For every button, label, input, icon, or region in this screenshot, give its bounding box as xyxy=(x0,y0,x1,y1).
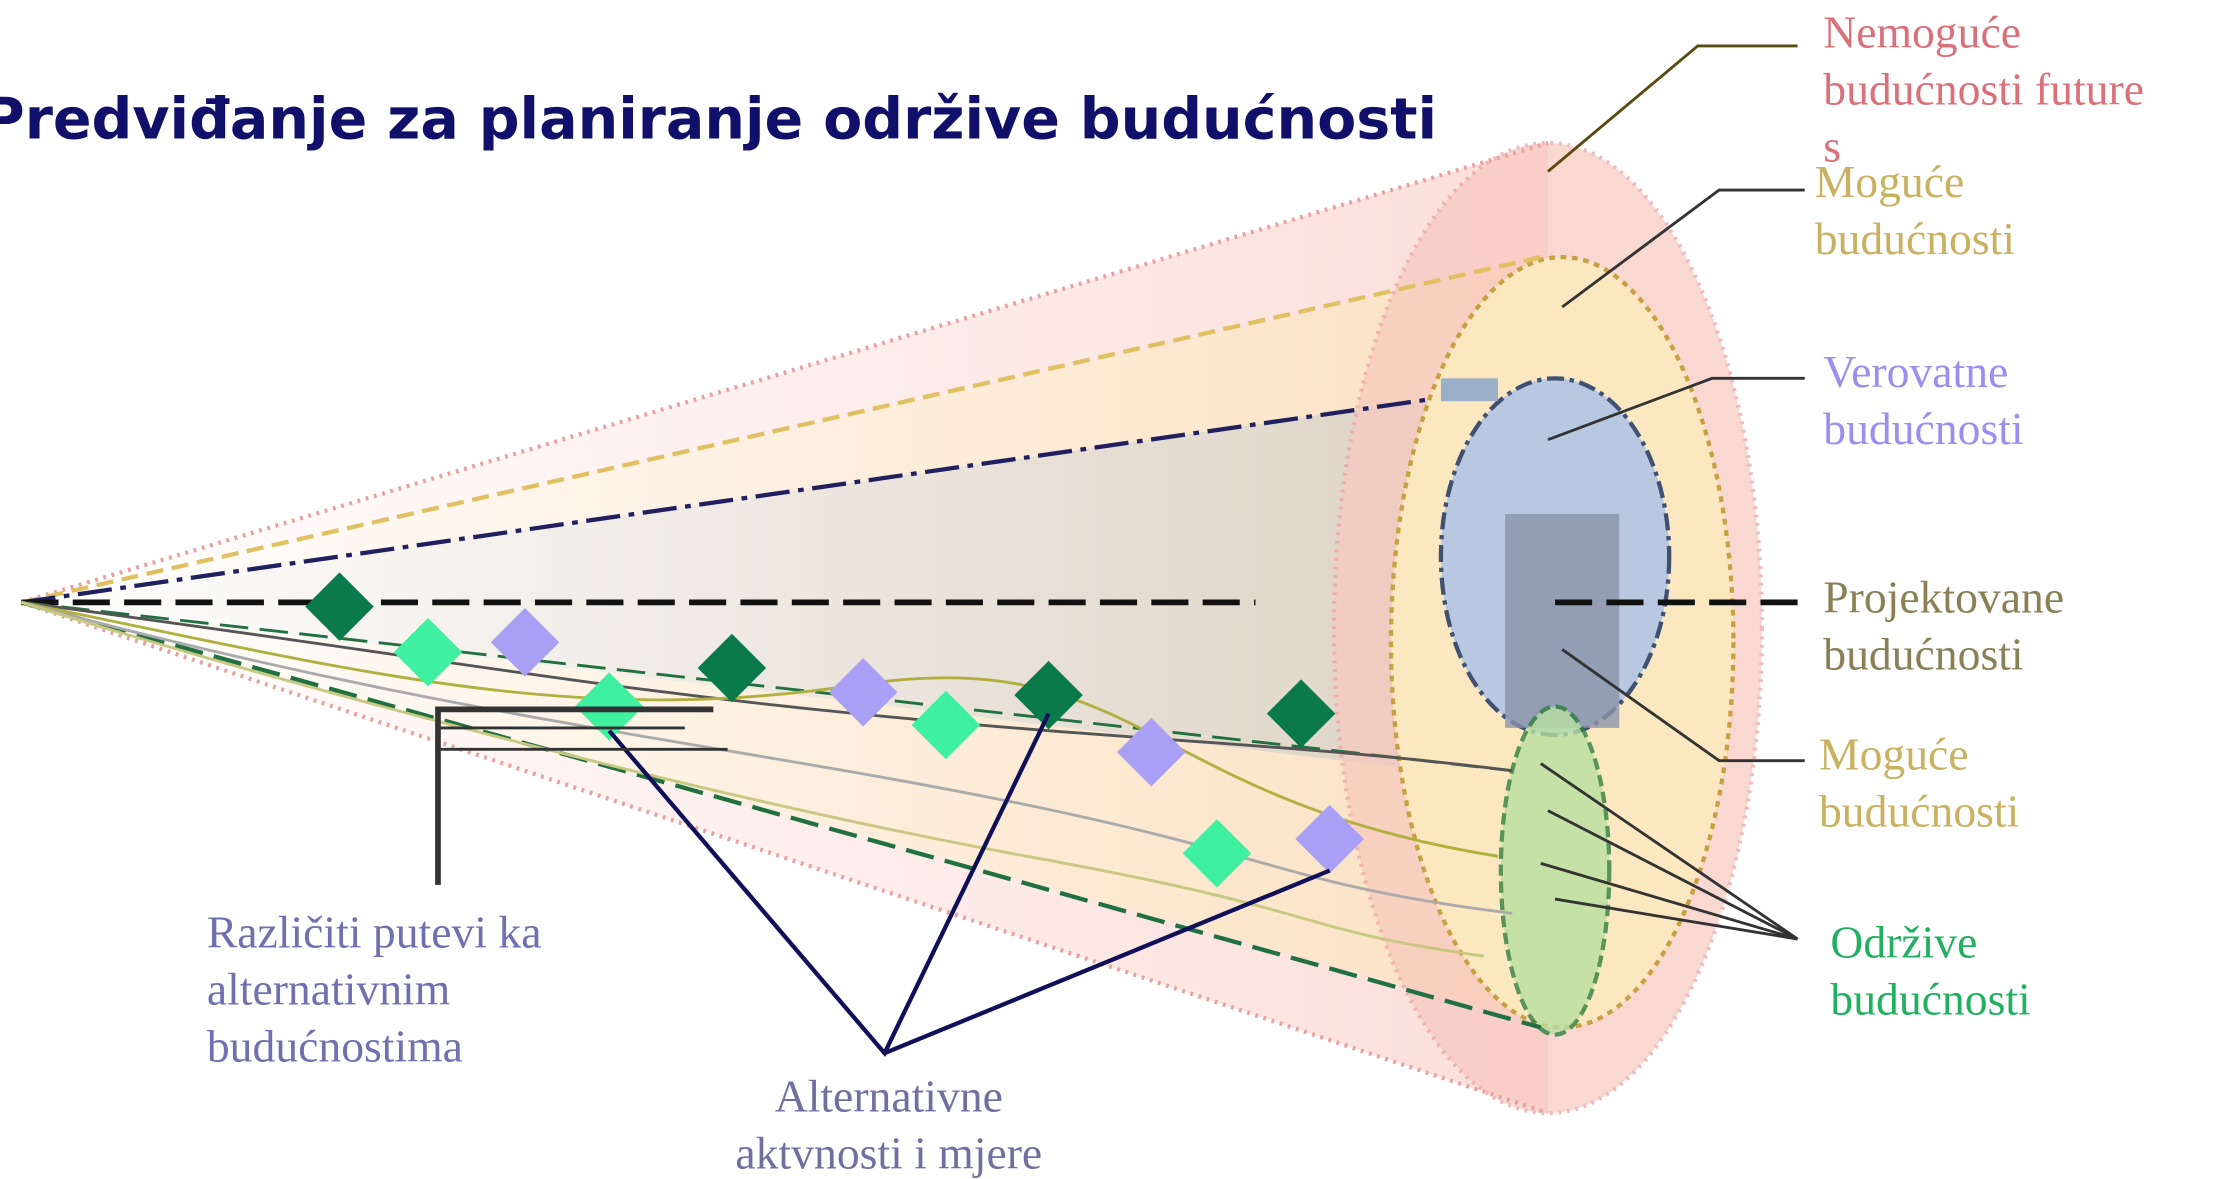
page: Predviđanje za planiranje održive budućn… xyxy=(0,0,2237,1179)
label-line: budućnosti xyxy=(1815,213,2015,264)
label-line: Moguće xyxy=(1819,728,1969,779)
label-line: budućnosti xyxy=(1823,628,2023,679)
label-line: budućnostima xyxy=(207,1021,463,1072)
label-line: Projektovane xyxy=(1823,571,2064,622)
label-line: Moguće xyxy=(1815,156,1965,207)
label-line: Alternativne xyxy=(775,1071,1003,1122)
label-line: Nemoguće xyxy=(1823,6,2021,57)
label-line: aktvnosti i mjere xyxy=(735,1128,1042,1179)
label-line: budućnosti xyxy=(1823,403,2023,454)
diagram: Predviđanje za planiranje održive budućn… xyxy=(0,0,2237,1179)
label-line: Verovatne xyxy=(1823,346,2008,397)
label-line: budućnosti xyxy=(1830,974,2030,1025)
label-line: budućnosti xyxy=(1819,785,2019,836)
label-line: budućnosti future xyxy=(1823,63,2144,114)
label-line: Različiti putevi ka xyxy=(207,907,542,958)
title: Predviđanje za planiranje održive budućn… xyxy=(0,87,1437,153)
label-line: alternativnim xyxy=(207,964,450,1015)
label-line: Održive xyxy=(1830,917,1977,968)
